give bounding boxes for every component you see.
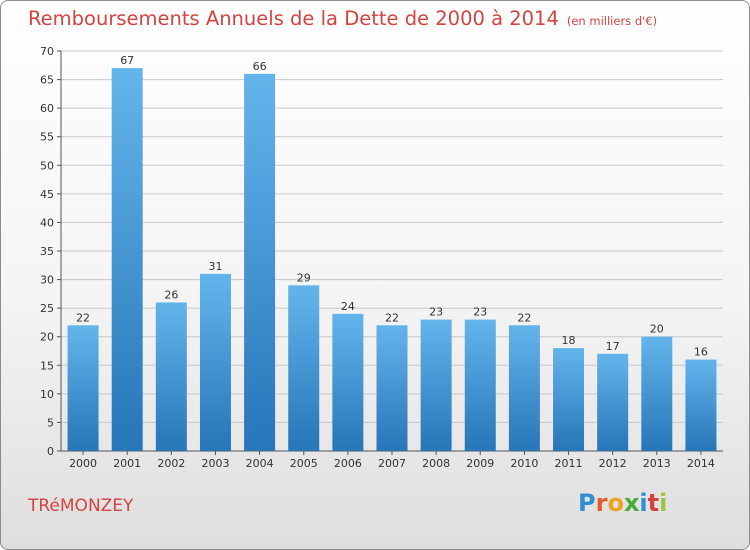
y-tick-label: 10 — [40, 388, 54, 401]
x-tick-label: 2005 — [290, 457, 318, 470]
data-label: 22 — [385, 311, 399, 324]
bar-2013 — [641, 336, 673, 451]
x-tick-label: 2003 — [201, 457, 229, 470]
bar-2014 — [685, 359, 717, 451]
x-tick-label: 2007 — [378, 457, 406, 470]
commune-name: TRéMONZEY — [28, 496, 134, 516]
x-tick-label: 2009 — [466, 457, 494, 470]
data-label: 17 — [606, 340, 620, 353]
bar-2001 — [111, 68, 143, 452]
data-label: 23 — [473, 306, 487, 319]
x-tick-label: 2004 — [246, 457, 274, 470]
data-label: 31 — [208, 260, 222, 273]
bar-2012 — [597, 353, 629, 451]
y-tick-label: 30 — [40, 274, 54, 287]
data-label: 16 — [694, 346, 708, 359]
bar-2002 — [155, 302, 187, 451]
bar-2003 — [199, 273, 231, 451]
x-tick-label: 2000 — [69, 457, 97, 470]
bar-2005 — [288, 285, 320, 451]
title-unit: (en milliers d'€) — [566, 14, 658, 28]
data-label: 22 — [76, 311, 90, 324]
proxiti-logo: Proxiti — [578, 489, 667, 517]
bar-2004 — [244, 73, 276, 451]
logo-letter: i — [659, 489, 668, 517]
chart-title: Remboursements Annuels de la Dette de 20… — [28, 7, 657, 30]
logo-letter: x — [623, 489, 640, 517]
logo-letter: o — [607, 489, 624, 517]
data-label: 67 — [120, 54, 134, 67]
y-tick-label: 5 — [47, 416, 54, 429]
x-tick-label: 2001 — [113, 457, 141, 470]
data-label: 29 — [297, 271, 311, 284]
data-label: 66 — [253, 60, 267, 73]
y-tick-label: 25 — [40, 302, 54, 315]
y-tick-label: 50 — [40, 159, 54, 172]
y-tick-label: 55 — [40, 131, 54, 144]
y-tick-label: 40 — [40, 216, 54, 229]
x-tick-label: 2006 — [334, 457, 362, 470]
y-tick-label: 15 — [40, 359, 54, 372]
y-tick-label: 0 — [47, 445, 54, 458]
logo-letter: i — [639, 489, 648, 517]
y-tick-label: 65 — [40, 74, 54, 87]
x-tick-label: 2014 — [687, 457, 715, 470]
bar-2011 — [553, 348, 585, 451]
x-tick-label: 2002 — [157, 457, 185, 470]
logo-letter: t — [647, 489, 660, 517]
bar-2000 — [67, 325, 99, 451]
labels: 22 67 26 31 66 29 24 22 23 23 22 18 17 20 16 — [76, 54, 708, 358]
bar-2010 — [508, 325, 540, 451]
bar-2006 — [332, 313, 364, 451]
data-label: 18 — [562, 334, 576, 347]
y-tick-label: 70 — [40, 45, 54, 58]
x-tick-label: 2011 — [555, 457, 583, 470]
logo-letter: r — [595, 489, 608, 517]
x-tick-label: 2008 — [422, 457, 450, 470]
bar-2008 — [420, 319, 452, 451]
title-text: Remboursements Annuels de la Dette de 20… — [28, 7, 559, 30]
data-label: 23 — [429, 306, 443, 319]
bar-2007 — [376, 325, 408, 451]
logo-letter: P — [578, 489, 596, 517]
data-label: 20 — [650, 323, 664, 336]
bars — [67, 68, 717, 452]
x-tick-label: 2012 — [599, 457, 627, 470]
y-tick-label: 20 — [40, 331, 54, 344]
y-tick-label: 45 — [40, 188, 54, 201]
x-tick-label: 2010 — [510, 457, 538, 470]
y-tick-label: 60 — [40, 102, 54, 115]
data-label: 22 — [517, 311, 531, 324]
y-tick-label: 35 — [40, 245, 54, 258]
bar-2009 — [464, 319, 496, 451]
data-label: 26 — [164, 288, 178, 301]
x-tick-label: 2013 — [643, 457, 671, 470]
data-label: 24 — [341, 300, 355, 313]
